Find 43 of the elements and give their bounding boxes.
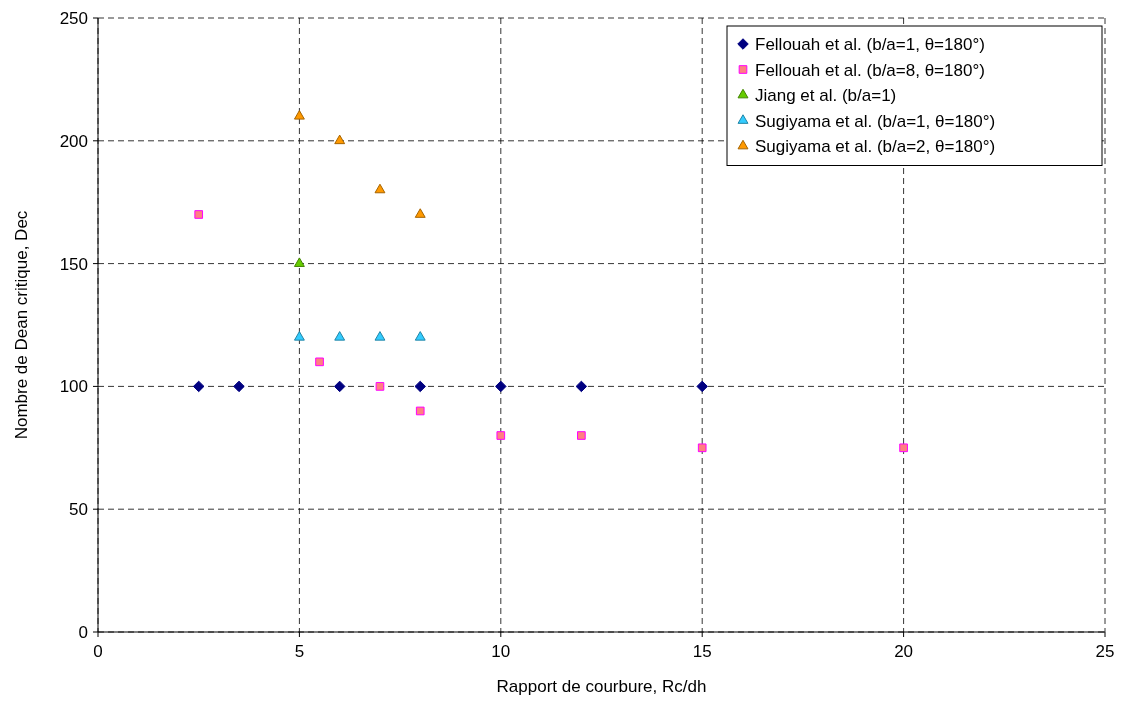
x-tick-label: 0 xyxy=(93,642,103,661)
y-tick-label: 250 xyxy=(59,9,88,28)
point xyxy=(696,380,708,393)
x-tick-label: 5 xyxy=(294,642,305,661)
x-tick-label: 15 xyxy=(692,642,712,661)
legend-label: Sugiyama et al. (b/a=2, θ=180°) xyxy=(755,137,996,156)
point xyxy=(315,357,324,367)
point xyxy=(334,331,346,341)
y-tick-label: 100 xyxy=(59,377,88,397)
point xyxy=(496,431,506,440)
x-tick-label: 10 xyxy=(491,642,511,661)
x-axis-title: Rapport de courbure, Rc/dh xyxy=(496,677,707,696)
point xyxy=(233,380,245,393)
point xyxy=(495,380,507,393)
y-axis-title: Nombre de Dean critique, Dec xyxy=(12,210,31,440)
y-tick-label: 200 xyxy=(59,131,88,151)
point xyxy=(414,380,426,393)
point xyxy=(293,257,305,267)
legend-label: Sugiyama et al. (b/a=1, θ=180°) xyxy=(755,111,996,131)
legend-label: Jiang et al. (b/a=1) xyxy=(755,86,897,105)
point xyxy=(293,331,305,341)
point xyxy=(194,210,204,219)
point xyxy=(333,380,346,393)
point xyxy=(415,406,425,416)
point xyxy=(293,110,305,120)
y-tick-label: 150 xyxy=(59,254,88,274)
legend-label: Fellouah et al. (b/a=1, θ=180°) xyxy=(755,35,985,54)
y-tick-label: 50 xyxy=(69,500,88,520)
x-tick-label: 20 xyxy=(894,642,914,661)
point xyxy=(697,443,707,453)
point xyxy=(575,380,588,393)
point xyxy=(374,183,386,194)
point xyxy=(414,331,426,341)
point xyxy=(577,431,586,440)
point xyxy=(899,443,908,453)
x-tick-label: 25 xyxy=(1095,642,1115,661)
point xyxy=(374,331,386,341)
point xyxy=(375,382,385,391)
y-tick-label: 0 xyxy=(78,623,88,642)
legend-label: Fellouah et al. (b/a=8, θ=180°) xyxy=(755,60,985,80)
point xyxy=(192,380,205,393)
point xyxy=(414,208,426,218)
point xyxy=(334,134,346,145)
